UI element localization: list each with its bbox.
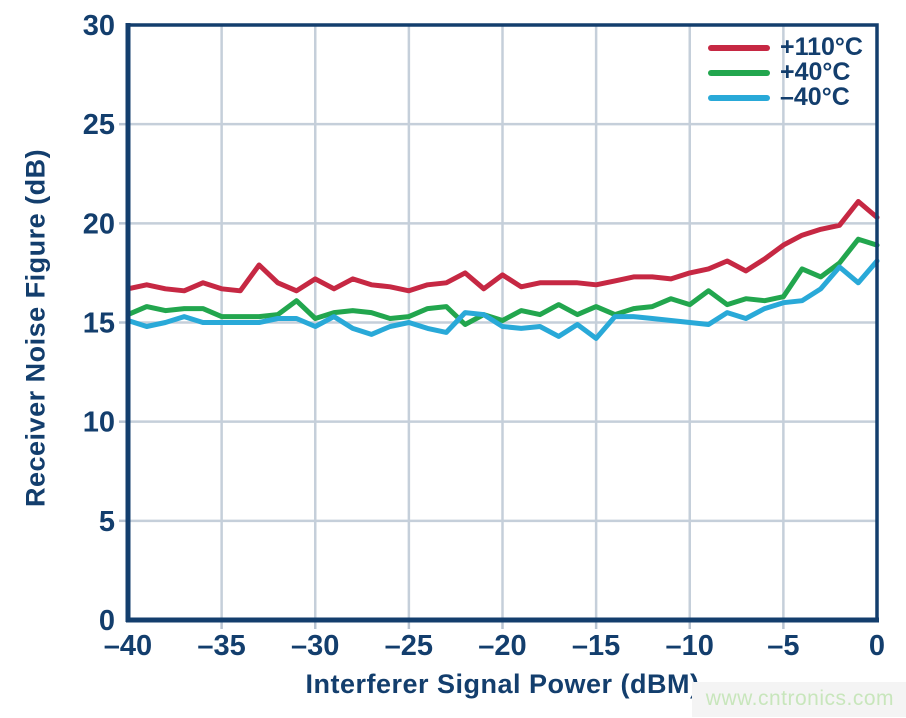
svg-text:10: 10: [83, 407, 115, 439]
legend-label-minus40c: –40°C: [780, 83, 850, 111]
legend-label-plus110c: +110°C: [780, 33, 863, 61]
legend-label-plus40c: +40°C: [780, 58, 851, 86]
legend-swatch-minus40c: [708, 94, 770, 101]
svg-text:–15: –15: [572, 630, 620, 662]
legend: +110°C +40°C –40°C: [708, 35, 863, 110]
legend-item-minus40c: –40°C: [708, 85, 863, 110]
svg-text:15: 15: [83, 308, 115, 340]
svg-text:–20: –20: [478, 630, 526, 662]
svg-text:5: 5: [99, 506, 115, 538]
svg-text:–35: –35: [197, 630, 245, 662]
legend-item-plus40c: +40°C: [708, 60, 863, 85]
svg-text:30: 30: [83, 10, 115, 42]
legend-swatch-plus40c: [708, 69, 770, 76]
svg-text:0: 0: [99, 605, 115, 637]
svg-text:–40: –40: [104, 630, 152, 662]
svg-text:–30: –30: [291, 630, 339, 662]
svg-text:–25: –25: [385, 630, 433, 662]
watermark: www.cntronics.com: [691, 682, 906, 717]
series-line-0: [125, 199, 880, 294]
svg-text:–10: –10: [666, 630, 714, 662]
legend-item-plus110c: +110°C: [708, 35, 863, 60]
tick-marks: [119, 122, 785, 629]
svg-text:20: 20: [83, 208, 115, 240]
y-tick-labels: 0 5 10 15 20 25 30: [83, 10, 115, 637]
x-tick-labels: –40 –35 –30 –25 –20 –15 –10 –5 0: [104, 630, 885, 662]
series-line-2: [125, 258, 880, 341]
legend-swatch-plus110c: [708, 44, 770, 51]
svg-text:–5: –5: [767, 630, 799, 662]
svg-text:25: 25: [83, 109, 115, 141]
svg-text:0: 0: [869, 630, 885, 662]
plot-frame: [125, 23, 879, 623]
x-axis-title: Interferer Signal Power (dBM): [305, 669, 700, 699]
series-line-1: [125, 236, 880, 327]
